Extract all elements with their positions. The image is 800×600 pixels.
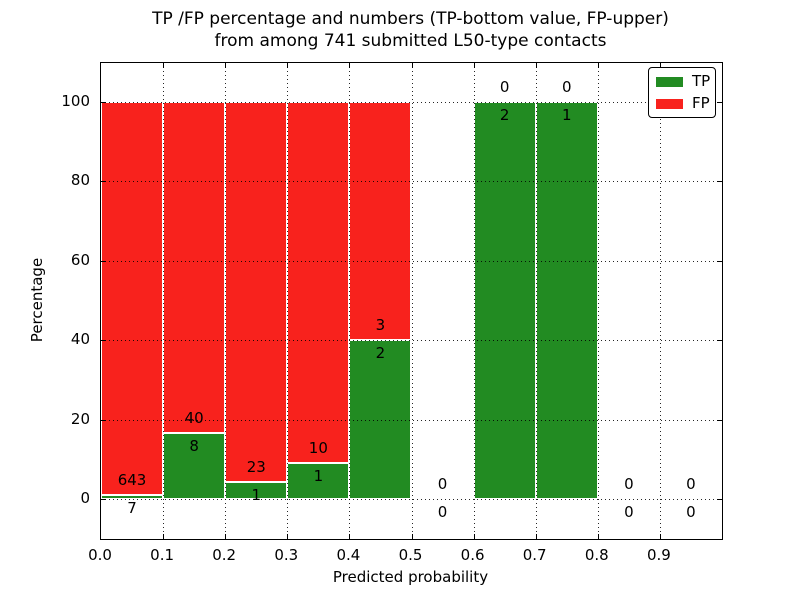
x-tick-mark bbox=[163, 534, 165, 539]
annotation-tp-count: 2 bbox=[375, 344, 386, 363]
legend-label-fp: FP bbox=[692, 94, 710, 112]
chart-title-line2: from among 741 submitted L50-type contac… bbox=[214, 31, 607, 51]
x-tick-mark bbox=[287, 63, 289, 68]
y-tick-mark bbox=[101, 102, 106, 103]
gridline-vertical bbox=[597, 63, 599, 539]
annotation-fp-count: 643 bbox=[117, 470, 147, 489]
legend: TP FP bbox=[648, 67, 716, 118]
annotation-tp-count: 1 bbox=[561, 106, 572, 124]
bar-segment-fp bbox=[101, 102, 164, 495]
x-tick-label: 0.0 bbox=[88, 546, 112, 564]
gridline-vertical bbox=[163, 63, 165, 539]
y-tick-label: 40 bbox=[70, 330, 90, 349]
gridline-vertical bbox=[659, 63, 661, 539]
x-tick-mark bbox=[163, 63, 165, 68]
annotation-tp-count: 0 bbox=[624, 503, 634, 521]
annotation-fp-count: 0 bbox=[437, 475, 448, 493]
ticks-layer bbox=[101, 63, 722, 539]
y-tick-mark bbox=[101, 260, 106, 262]
x-tick-mark bbox=[349, 534, 351, 539]
x-tick-label: 0.8 bbox=[584, 546, 609, 564]
chart-title-line1: TP /FP percentage and numbers (TP-bottom… bbox=[152, 9, 669, 29]
x-tick-mark bbox=[225, 63, 227, 68]
x-tick-mark bbox=[473, 534, 475, 539]
annotation-fp-count: 0 bbox=[561, 78, 572, 96]
y-tick-label: 80 bbox=[70, 171, 90, 190]
chart-title: TP /FP percentage and numbers (TP-bottom… bbox=[100, 8, 721, 52]
grid-layer bbox=[101, 63, 722, 539]
y-tick-mark bbox=[717, 260, 722, 262]
x-tick-mark bbox=[225, 534, 227, 539]
annotation-tp-count: 0 bbox=[437, 503, 448, 521]
legend-swatch-fp bbox=[656, 98, 683, 109]
bar-segment-fp bbox=[349, 102, 412, 341]
y-tick-mark bbox=[717, 181, 722, 183]
annotation-tp-count: 7 bbox=[127, 498, 137, 517]
annotations-layer: 643 7 40 8 23 1 10 1 3 2 0 0 0 2 0 1 0 0 0 0 bbox=[101, 63, 722, 539]
x-tick-mark bbox=[473, 63, 475, 68]
gridline-vertical bbox=[473, 63, 475, 539]
x-tick-mark bbox=[659, 534, 661, 539]
annotation-fp-count: 0 bbox=[624, 475, 634, 493]
y-tick-label: 20 bbox=[70, 409, 90, 428]
legend-label-tp: TP bbox=[692, 72, 711, 90]
x-tick-label: 0.4 bbox=[336, 546, 361, 564]
y-tick-mark bbox=[717, 340, 722, 342]
y-tick-mark bbox=[717, 102, 722, 103]
x-tick-label: 0.1 bbox=[150, 546, 175, 564]
x-tick-mark bbox=[349, 63, 351, 68]
legend-row: FP bbox=[656, 94, 710, 112]
x-tick-mark bbox=[659, 63, 661, 68]
bars-layer bbox=[101, 63, 722, 539]
legend-swatch-tp bbox=[656, 76, 683, 87]
y-tick-label: 60 bbox=[70, 250, 90, 269]
annotation-fp-count: 10 bbox=[308, 438, 328, 457]
x-tick-mark bbox=[597, 534, 599, 539]
y-tick-mark bbox=[101, 499, 106, 500]
annotation-fp-count: 23 bbox=[246, 458, 266, 477]
x-tick-label: 0.2 bbox=[212, 546, 237, 564]
gridline-vertical bbox=[225, 63, 227, 539]
gridline-vertical bbox=[349, 63, 351, 539]
x-tick-label: 0.7 bbox=[522, 546, 547, 564]
x-tick-label: 0.5 bbox=[398, 546, 423, 564]
bar-segment-tp bbox=[101, 494, 164, 499]
x-tick-mark bbox=[411, 534, 413, 539]
x-tick-label: 0.3 bbox=[274, 546, 299, 564]
annotation-tp-count: 0 bbox=[686, 503, 696, 521]
x-tick-mark bbox=[411, 63, 413, 68]
x-tick-mark bbox=[535, 63, 537, 68]
y-tick-label: 100 bbox=[61, 92, 90, 110]
y-tick-mark bbox=[717, 499, 722, 500]
bar-segment-fp bbox=[163, 102, 226, 433]
annotation-fp-count: 3 bbox=[375, 316, 386, 335]
plot-area: 643 7 40 8 23 1 10 1 3 2 0 0 0 2 0 1 0 0 0 0 TP FP bbox=[100, 62, 723, 540]
gridline-vertical bbox=[411, 63, 413, 539]
y-tick-mark bbox=[101, 181, 106, 183]
annotation-fp-count: 40 bbox=[184, 408, 204, 427]
x-tick-label: 0.9 bbox=[646, 546, 671, 564]
gridline-vertical bbox=[287, 63, 289, 539]
x-tick-mark bbox=[597, 63, 599, 68]
annotation-fp-count: 0 bbox=[686, 475, 696, 493]
gridline-vertical bbox=[535, 63, 537, 539]
y-tick-mark bbox=[101, 340, 106, 342]
annotation-tp-count: 1 bbox=[313, 466, 324, 485]
annotation-tp-count: 1 bbox=[251, 486, 261, 505]
x-tick-mark bbox=[535, 534, 537, 539]
x-tick-label: 0.6 bbox=[460, 546, 485, 564]
bar-segment-tp bbox=[473, 102, 536, 499]
x-axis-label: Predicted probability bbox=[332, 568, 489, 586]
annotation-fp-count: 0 bbox=[499, 78, 510, 96]
y-tick-mark bbox=[101, 419, 106, 421]
x-tick-mark bbox=[287, 534, 289, 539]
legend-row: TP bbox=[656, 72, 711, 90]
annotation-tp-count: 2 bbox=[499, 106, 510, 124]
y-tick-mark bbox=[717, 419, 722, 421]
annotation-tp-count: 8 bbox=[189, 436, 199, 455]
y-tick-label: 0 bbox=[80, 489, 90, 507]
